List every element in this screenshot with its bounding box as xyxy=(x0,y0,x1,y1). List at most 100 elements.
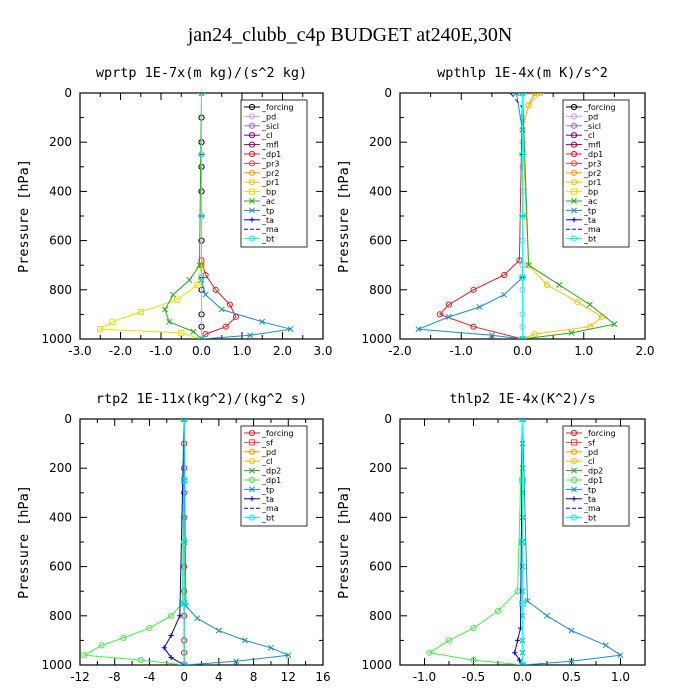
legend-marker xyxy=(248,429,256,437)
data-point xyxy=(241,637,248,644)
panel-2: wpthlp 1E-4x(m K)/s^2 Pressure [hPa] -2.0 -… xyxy=(336,65,655,358)
data-point xyxy=(161,645,167,651)
legend-marker xyxy=(570,429,578,437)
legend-entry: _ta xyxy=(583,216,596,225)
data-point xyxy=(525,262,532,269)
legend-entry: _cl xyxy=(583,457,595,466)
data-point xyxy=(198,335,205,339)
data-point xyxy=(519,274,526,281)
data-point xyxy=(198,93,205,97)
data-point xyxy=(501,271,508,279)
legend-entry: _forcing xyxy=(261,103,294,112)
data-point xyxy=(568,658,575,665)
data-point xyxy=(190,328,197,335)
y-tick-label: 400 xyxy=(49,184,72,198)
data-point xyxy=(519,419,526,423)
data-point xyxy=(531,330,538,338)
legend-marker xyxy=(248,235,256,242)
panel-4: thlp2 1E-4x(K^2)/s Pressure [hPa] -1.0 -0.5… xyxy=(336,391,646,684)
data-point xyxy=(218,306,225,313)
legend-entry: _dp1 xyxy=(583,150,603,159)
x-tick-label: -1.0 xyxy=(413,670,436,684)
legend-marker xyxy=(248,141,256,148)
data-point xyxy=(519,538,526,546)
series-group xyxy=(81,419,292,665)
data-point xyxy=(574,299,581,306)
data-point xyxy=(537,93,544,97)
y-tick-label: 600 xyxy=(49,234,72,248)
legend-entry: _cl xyxy=(583,131,595,140)
legend-entry: _pr3 xyxy=(583,159,601,168)
data-point xyxy=(514,588,521,595)
legend-box xyxy=(240,99,308,248)
x-tick-label: 0.5 xyxy=(562,670,581,684)
data-point xyxy=(202,291,209,298)
data-point xyxy=(285,652,292,659)
data-point xyxy=(513,93,520,96)
legend-marker xyxy=(570,113,578,120)
legend-marker xyxy=(570,103,578,111)
data-point xyxy=(415,326,422,333)
legend-marker xyxy=(249,467,255,474)
data-point xyxy=(287,326,294,333)
y-axis-label: Pressure [hPa] xyxy=(336,159,352,273)
series-line xyxy=(521,93,603,339)
x-tick-label: 1.0 xyxy=(574,344,593,358)
legend-entry: _dp2 xyxy=(261,467,281,476)
legend-entry: _cl xyxy=(261,457,273,466)
series-line xyxy=(418,93,523,339)
legend-entry: _ta xyxy=(261,216,274,225)
legend-entry: _bp xyxy=(261,188,276,197)
data-point xyxy=(426,649,433,656)
data-point xyxy=(181,419,188,423)
data-point xyxy=(97,326,104,333)
legend-entry: _ta xyxy=(583,495,596,504)
x-tick-label: 0.0 xyxy=(192,344,211,358)
legend-entry: _ac xyxy=(261,197,275,206)
x-tick-label: -2.0 xyxy=(109,344,132,358)
legend-marker xyxy=(248,169,256,176)
legend-entry: _ma xyxy=(583,504,601,513)
data-point xyxy=(267,644,274,651)
legend-marker xyxy=(248,103,256,111)
y-tick-label: 800 xyxy=(369,283,392,297)
legend-marker xyxy=(570,150,578,158)
legend-entry: _pd xyxy=(261,448,276,457)
data-point xyxy=(174,296,181,303)
y-tick-label: 600 xyxy=(49,560,72,574)
data-point xyxy=(556,281,563,288)
legend-marker xyxy=(248,458,256,465)
y-tick-label: 200 xyxy=(49,461,72,475)
legend-marker xyxy=(248,448,256,455)
x-tick-label: 1.0 xyxy=(611,670,630,684)
legend-marker xyxy=(570,169,578,176)
data-point xyxy=(519,335,526,339)
legend-entry: _tp xyxy=(261,206,274,215)
legend-marker xyxy=(248,179,256,186)
y-tick-label: 400 xyxy=(369,510,392,524)
series-line xyxy=(164,93,202,339)
data-point xyxy=(168,655,174,661)
data-point xyxy=(177,613,183,619)
panel-1: wprtp 1E-7x(m kg)/(s^2 kg) Pressure [hPa]… xyxy=(16,65,333,358)
legend-marker xyxy=(571,198,577,204)
data-point xyxy=(516,657,523,663)
legend-marker xyxy=(570,188,578,195)
y-tick-label: 0 xyxy=(64,86,72,100)
y-tick-label: 800 xyxy=(369,609,392,623)
data-point xyxy=(212,286,219,293)
data-point xyxy=(524,598,531,604)
data-point xyxy=(476,304,483,310)
y-tick-label: 0 xyxy=(384,412,392,426)
data-point xyxy=(137,308,144,316)
data-point xyxy=(109,318,116,325)
data-point xyxy=(617,652,624,659)
x-tick-label: -1.0 xyxy=(149,344,172,358)
x-tick-label: -4 xyxy=(143,670,155,684)
legend-entry: _sicl xyxy=(261,122,279,131)
data-point xyxy=(198,151,205,158)
legend-entry: _sicl xyxy=(583,122,601,131)
data-point xyxy=(98,642,105,649)
legend-marker xyxy=(248,132,256,139)
legend-marker xyxy=(571,207,577,214)
